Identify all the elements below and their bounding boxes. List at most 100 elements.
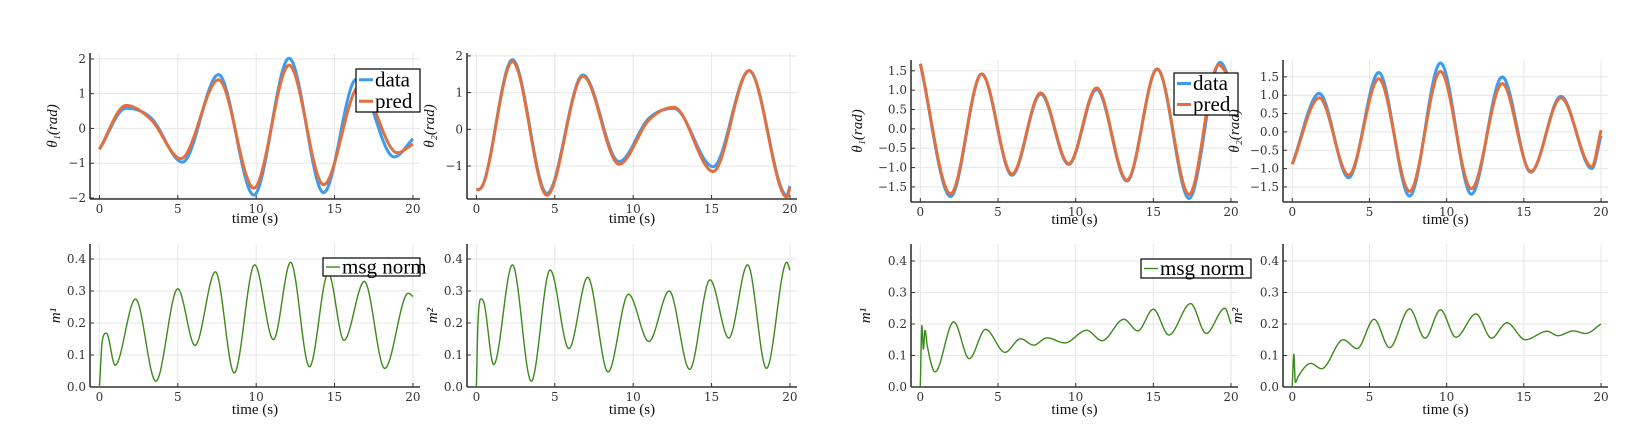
y-tick-label: 0.4 xyxy=(1260,254,1279,268)
y-tick-label: 0.1 xyxy=(67,348,86,362)
series-line-msg-norm xyxy=(98,261,414,387)
x-tick-label: 10 xyxy=(626,202,641,216)
x-tick-label: 5 xyxy=(994,390,1002,404)
y-tick-label: 0.2 xyxy=(888,317,907,331)
x-axis-label: time (s) xyxy=(1051,212,1097,228)
x-tick-label: 20 xyxy=(782,390,797,404)
subplot-3: 0 5 10 15 20 −1.5 −1.0 −0.5 0.0 0.5 1.0 1.5 time (s)… xyxy=(850,60,1239,228)
x-tick-label: 15 xyxy=(704,202,719,216)
y-tick-label: 0 xyxy=(455,122,463,136)
x-tick-label: 15 xyxy=(1516,205,1531,219)
y-tick-label: 0.3 xyxy=(67,284,86,298)
x-axis-label: time (s) xyxy=(1422,212,1468,228)
series-line-msg-norm xyxy=(919,302,1232,387)
y-tick-label: 0.4 xyxy=(67,252,86,266)
x-axis-label: time (s) xyxy=(1422,402,1468,418)
x-tick-label: 5 xyxy=(174,202,182,216)
x-tick-label: 5 xyxy=(174,390,182,404)
y-axis-label: θ₁(rad) xyxy=(45,104,61,147)
y-tick-label: 0.0 xyxy=(888,122,907,136)
x-tick-label: 15 xyxy=(327,390,342,404)
y-tick-label: −1.5 xyxy=(878,180,907,194)
x-tick-label: 10 xyxy=(1068,390,1083,404)
x-tick-label: 5 xyxy=(1366,205,1374,219)
x-tick-label: 15 xyxy=(1516,390,1531,404)
series-line-pred xyxy=(1290,69,1603,193)
x-tick-label: 20 xyxy=(405,202,420,216)
x-axis-label: time (s) xyxy=(609,211,655,227)
y-tick-label: 0.0 xyxy=(67,380,86,394)
legend-box xyxy=(355,68,421,113)
x-tick-label: 0 xyxy=(917,390,925,404)
x-tick-label: 15 xyxy=(327,202,342,216)
x-tick-label: 15 xyxy=(1146,205,1161,219)
x-tick-label: 5 xyxy=(551,202,559,216)
legend-box xyxy=(1173,72,1239,116)
subplot-5: 0 5 10 15 20 0.0 0.1 0.2 0.3 0.4 time (s) m¹ msg nor… xyxy=(48,244,427,418)
legend: msg norm xyxy=(1140,256,1252,280)
y-axis-label: θ₂(rad) xyxy=(1227,109,1243,152)
y-tick-label: 2 xyxy=(78,52,86,66)
x-axis-label: time (s) xyxy=(609,402,655,418)
x-tick-label: 20 xyxy=(1223,205,1238,219)
subplot-7: 0 5 10 15 20 0.0 0.1 0.2 0.3 0.4 time (s) m¹ msg nor… xyxy=(858,244,1252,418)
y-tick-label: −0.5 xyxy=(1250,143,1279,157)
legend-box xyxy=(1140,258,1252,279)
x-tick-label: 20 xyxy=(405,390,420,404)
y-tick-label: 0.0 xyxy=(1260,125,1279,139)
y-tick-label: 0.1 xyxy=(888,349,907,363)
y-axis-label: m¹ xyxy=(48,307,64,323)
x-axis-label: time (s) xyxy=(1051,402,1097,418)
x-tick-label: 10 xyxy=(249,390,264,404)
y-tick-label: −1.0 xyxy=(1250,162,1279,176)
x-tick-label: 0 xyxy=(473,202,481,216)
y-tick-label: 1.5 xyxy=(888,64,907,78)
y-tick-label: 1 xyxy=(455,86,463,100)
y-tick-label: 0.1 xyxy=(444,348,463,362)
x-tick-label: 10 xyxy=(1439,205,1454,219)
x-tick-label: 10 xyxy=(626,390,641,404)
x-tick-label: 15 xyxy=(704,390,719,404)
y-tick-label: −2 xyxy=(68,191,86,205)
y-tick-label: 0.5 xyxy=(888,103,907,117)
y-tick-label: 0.4 xyxy=(444,252,463,266)
x-tick-label: 15 xyxy=(1146,390,1161,404)
x-tick-label: 0 xyxy=(96,390,104,404)
y-tick-label: 0.2 xyxy=(444,316,463,330)
series-line-msg-norm xyxy=(1291,308,1602,387)
y-tick-label: 1.0 xyxy=(888,83,907,97)
x-tick-label: 5 xyxy=(994,205,1002,219)
subplot-6: 0 5 10 15 20 0.0 0.1 0.2 0.3 0.4 time (s) m² xyxy=(425,244,798,418)
x-tick-label: 0 xyxy=(917,205,925,219)
series-line-pred xyxy=(918,63,1233,197)
y-tick-label: 0.5 xyxy=(1260,107,1279,121)
y-tick-label: 0.4 xyxy=(888,254,907,268)
y-tick-label: −1.5 xyxy=(1250,180,1279,194)
subplot-4: 0 5 10 15 20 −1.5 −1.0 −0.5 0.0 0.5 1.0 1.5 time (s)… xyxy=(1227,60,1609,228)
x-tick-label: 10 xyxy=(249,202,264,216)
legend-box xyxy=(322,257,421,277)
subplot-2: 0 5 10 15 20 −1 0 1 2 time (s) θ₂(rad) xyxy=(422,49,798,227)
x-tick-label: 0 xyxy=(96,202,104,216)
legend-label: msg norm xyxy=(1160,256,1245,280)
x-tick-label: 10 xyxy=(1439,390,1454,404)
y-tick-label: 1 xyxy=(78,87,86,101)
y-axis-label: θ₂(rad) xyxy=(422,104,438,147)
y-tick-label: 0.1 xyxy=(1260,349,1279,363)
y-tick-label: −0.5 xyxy=(878,141,907,155)
y-tick-label: 0.2 xyxy=(67,316,86,330)
legend-label: msg norm xyxy=(342,255,427,279)
legend-label: pred xyxy=(1193,92,1231,116)
y-axis-label: θ₁(rad) xyxy=(850,109,866,152)
y-axis-label: m¹ xyxy=(858,307,874,323)
y-tick-label: 0.0 xyxy=(888,380,907,394)
y-tick-label: −1 xyxy=(445,159,463,173)
y-axis-label: m² xyxy=(425,307,441,323)
x-axis-label: time (s) xyxy=(232,402,278,418)
x-tick-label: 0 xyxy=(1288,205,1296,219)
y-tick-label: 0.3 xyxy=(1260,286,1279,300)
y-tick-label: 0.0 xyxy=(444,380,463,394)
x-tick-label: 5 xyxy=(1366,390,1374,404)
